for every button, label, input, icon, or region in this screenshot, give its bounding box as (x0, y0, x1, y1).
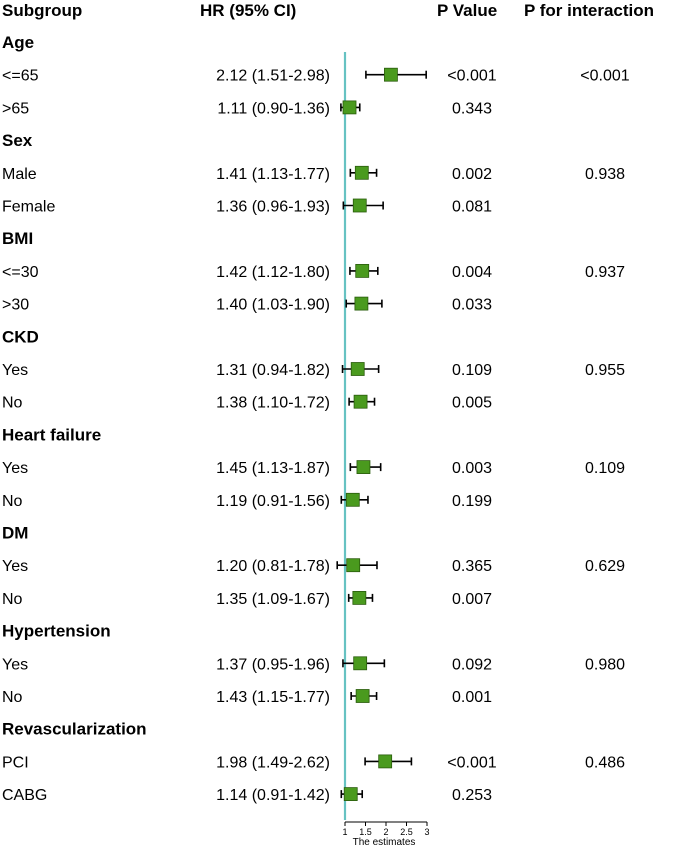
x-axis-label: The estimates (353, 837, 416, 846)
hr-ci-text: 1.43 (1.15-1.77) (216, 689, 330, 706)
row-label: No (2, 395, 23, 412)
group-label: CKD (2, 327, 39, 346)
p-value-text: 0.109 (452, 362, 492, 379)
hr-marker (354, 296, 369, 311)
hr-marker (350, 362, 365, 376)
row-label: Yes (2, 656, 28, 673)
hr-marker (345, 492, 360, 507)
hr-marker (384, 67, 398, 82)
header-hr: HR (95% CI) (200, 1, 296, 20)
group-label: BMI (2, 229, 33, 248)
x-tick-label: 3 (424, 827, 429, 837)
forest-rows: Age <=65 2.12 (1.51-2.98) <0.001 <0.001 >65 1.… (2, 33, 630, 820)
row-label: CABG (2, 787, 47, 804)
p-value-text: 0.253 (452, 787, 492, 804)
header-p-value: P Value (437, 1, 497, 20)
hr-ci-text: 1.35 (1.09-1.67) (216, 591, 330, 608)
p-interaction-text: 0.486 (585, 754, 625, 771)
row-label: <=65 (2, 68, 39, 85)
hr-ci-text: 1.19 (0.91-1.56) (216, 493, 330, 510)
p-interaction-text: 0.980 (585, 656, 625, 673)
p-value-text: 0.199 (452, 493, 492, 510)
hr-ci-text: 1.37 (0.95-1.96) (216, 656, 330, 673)
hr-ci-text: 1.98 (1.49-2.62) (216, 754, 330, 771)
hr-marker (355, 263, 370, 278)
hr-ci-text: 2.12 (1.51-2.98) (216, 68, 330, 85)
row-label: >30 (2, 297, 29, 314)
row-label: Yes (2, 460, 28, 477)
x-axis: 1 1.5 2 2.5 3 (342, 821, 430, 837)
row-label: Yes (2, 558, 28, 575)
hr-ci-text: 1.36 (0.96-1.93) (216, 199, 330, 216)
group-label: DM (2, 524, 28, 543)
p-value-text: 0.001 (452, 689, 492, 706)
hr-ci-text: 1.45 (1.13-1.87) (216, 460, 330, 477)
p-value-text: 0.033 (452, 297, 492, 314)
row-label: Male (2, 166, 37, 183)
p-value-text: 0.365 (452, 558, 492, 575)
hr-marker (346, 558, 361, 573)
hr-marker (378, 754, 393, 769)
hr-marker (343, 787, 358, 801)
x-tick-label: 1.5 (359, 827, 372, 837)
hr-marker (352, 591, 367, 605)
row-label: No (2, 591, 23, 608)
row-label: PCI (2, 754, 29, 771)
p-interaction-text: <0.001 (580, 68, 629, 85)
p-value-text: 0.092 (452, 656, 492, 673)
row-label: >65 (2, 100, 29, 117)
hr-ci-text: 1.42 (1.12-1.80) (216, 264, 330, 281)
hr-marker (356, 460, 371, 475)
hr-ci-text: 1.41 (1.13-1.77) (216, 166, 330, 183)
p-value-text: 0.081 (452, 199, 492, 216)
x-tick-label: 1 (342, 827, 347, 837)
group-label: Sex (2, 131, 33, 150)
hr-marker (353, 656, 368, 671)
group-label: Age (2, 33, 34, 52)
p-value-text: 0.002 (452, 166, 492, 183)
hr-ci-text: 1.40 (1.03-1.90) (216, 297, 330, 314)
hr-ci-text: 1.38 (1.10-1.72) (216, 395, 330, 412)
hr-marker (355, 689, 370, 703)
hr-ci-text: 1.20 (0.81-1.78) (216, 558, 330, 575)
p-interaction-text: 0.937 (585, 264, 625, 281)
row-label: Female (2, 199, 55, 216)
row-label: <=30 (2, 264, 39, 281)
group-label: Heart failure (2, 425, 101, 444)
p-interaction-text: 0.938 (585, 166, 625, 183)
p-interaction-text: 0.955 (585, 362, 625, 379)
row-label: Yes (2, 362, 28, 379)
hr-ci-text: 1.11 (0.90-1.36) (217, 100, 330, 117)
p-value-text: 0.003 (452, 460, 492, 477)
header-p-interaction: P for interaction (524, 1, 654, 20)
p-value-text: 0.004 (452, 264, 492, 281)
row-label: No (2, 689, 23, 706)
p-interaction-text: 0.629 (585, 558, 625, 575)
x-tick-label: 2.5 (400, 827, 413, 837)
group-label: Revascularization (2, 720, 147, 739)
hr-marker (352, 198, 367, 213)
hr-marker (342, 100, 357, 115)
hr-marker (354, 165, 369, 180)
p-value-text: 0.007 (452, 591, 492, 608)
p-interaction-text: 0.109 (585, 460, 625, 477)
p-value-text: 0.005 (452, 395, 492, 412)
group-label: Hypertension (2, 622, 111, 641)
p-value-text: <0.001 (447, 754, 496, 771)
hr-ci-text: 1.31 (0.94-1.82) (216, 362, 330, 379)
hr-ci-text: 1.14 (0.91-1.42) (216, 787, 330, 804)
hr-marker (353, 394, 368, 409)
x-tick-label: 2 (383, 827, 388, 837)
header-subgroup: Subgroup (2, 1, 82, 20)
p-value-text: <0.001 (447, 68, 496, 85)
p-value-text: 0.343 (452, 100, 492, 117)
row-label: No (2, 493, 23, 510)
